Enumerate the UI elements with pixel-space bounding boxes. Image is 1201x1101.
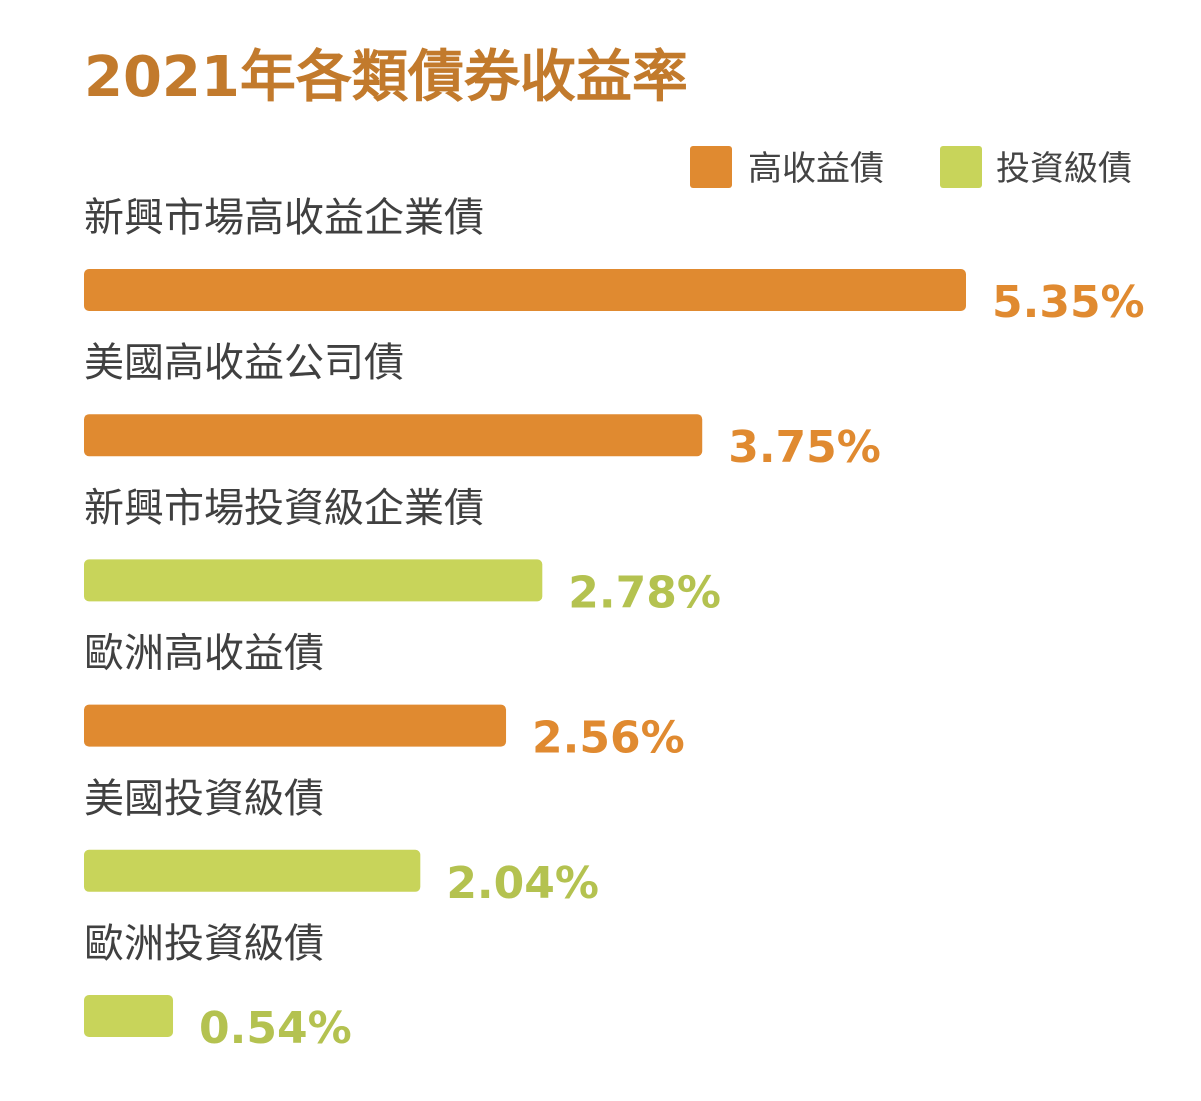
legend-label-investment-grade: 投資級債 xyxy=(996,149,1132,189)
bars-group: 新興市場高收益企業債 5.35% 美國高收益公司債 3.75% 新興市場投資級企業債 2.… xyxy=(84,195,1145,1054)
legend-label-high-yield: 高收益債 xyxy=(748,149,884,189)
value-label: 2.56% xyxy=(532,713,685,764)
legend: 高收益債 投資級債 xyxy=(690,146,1132,189)
category-label: 新興市場投資級企業債 xyxy=(84,485,484,531)
value-label: 0.54% xyxy=(199,1003,352,1054)
category-label: 美國投資級債 xyxy=(84,776,324,822)
value-label: 5.35% xyxy=(992,277,1145,328)
category-label: 新興市場高收益企業債 xyxy=(84,195,484,241)
bar xyxy=(84,269,966,311)
value-label: 2.78% xyxy=(568,567,721,618)
bar xyxy=(84,995,174,1037)
bar xyxy=(84,559,543,602)
chart-title: 2021年各類債券收益率 xyxy=(84,45,688,110)
value-label: 2.04% xyxy=(446,858,599,909)
value-label: 3.75% xyxy=(728,422,881,473)
bar xyxy=(84,849,421,892)
bar xyxy=(84,414,703,457)
category-label: 美國高收益公司債 xyxy=(84,340,404,386)
category-label: 歐洲投資級債 xyxy=(84,921,324,967)
legend-swatch-investment-grade xyxy=(940,146,982,188)
category-label: 歐洲高收益債 xyxy=(84,631,324,677)
legend-swatch-high-yield xyxy=(690,146,732,188)
bar xyxy=(84,704,507,747)
